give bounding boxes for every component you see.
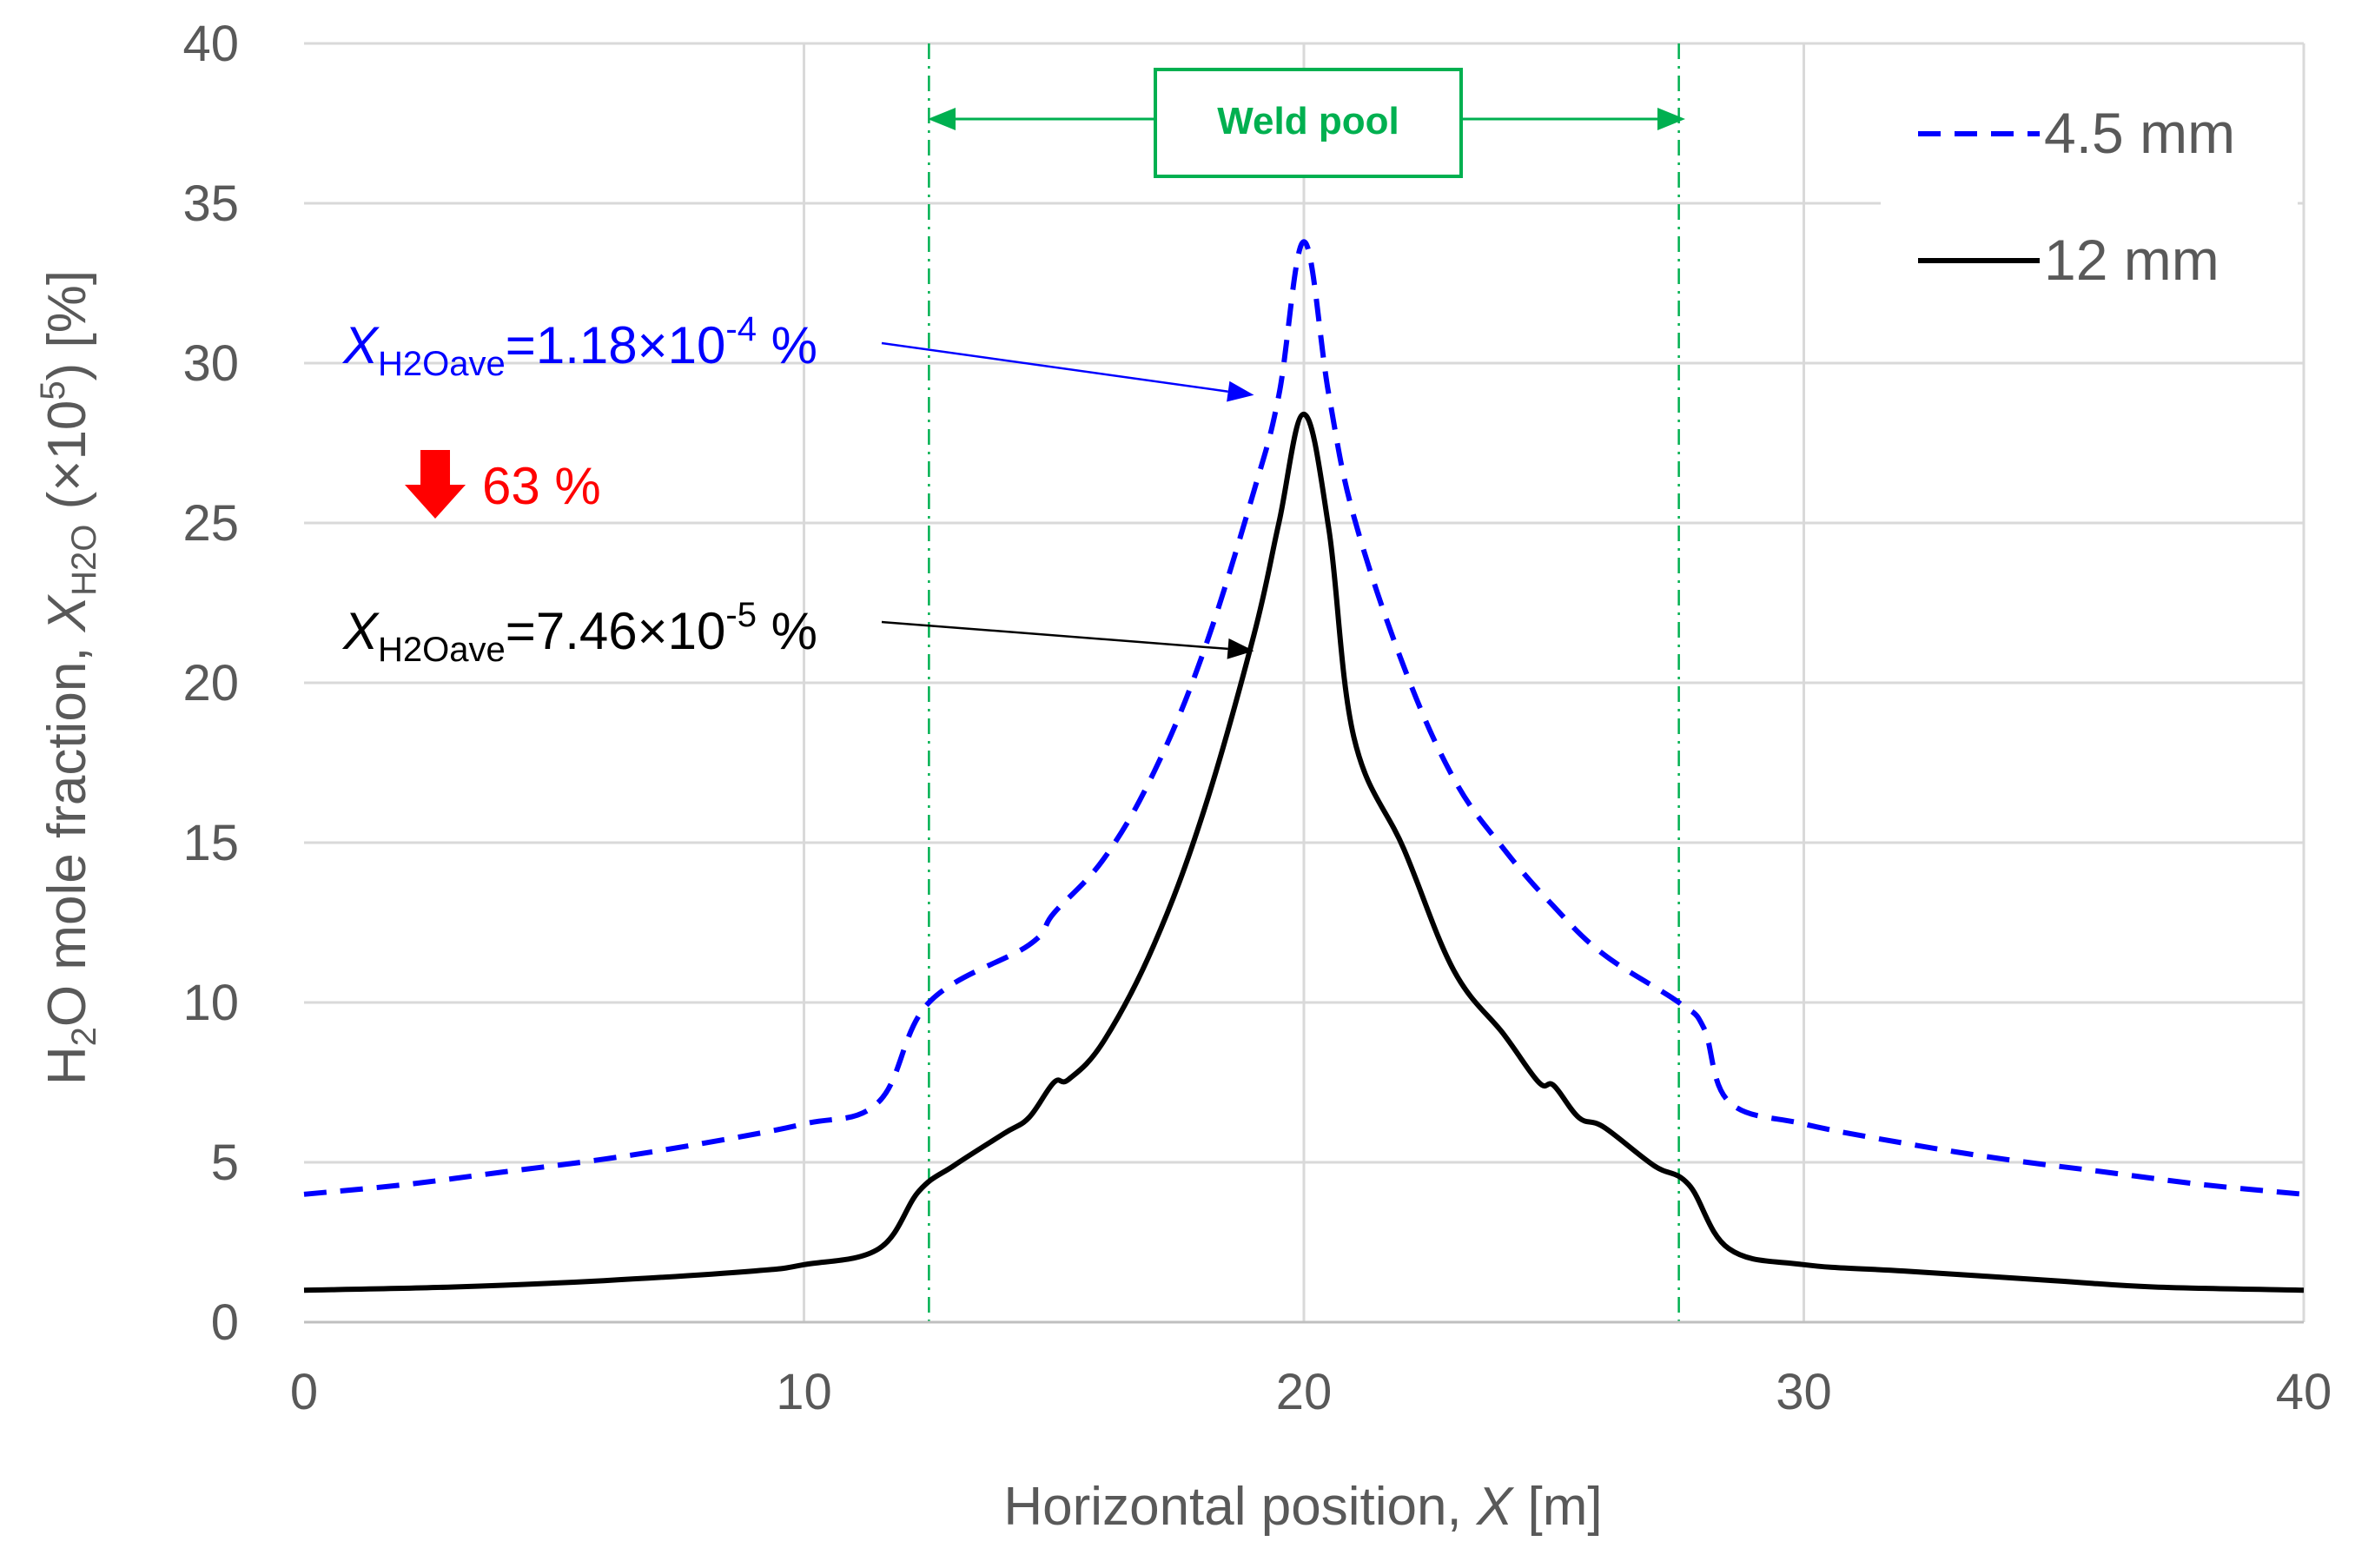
down-arrow-icon [405, 450, 466, 519]
annotation-12mm-arrowhead [1227, 638, 1254, 659]
weld-pool-box [1154, 68, 1463, 178]
y-tick-label: 30 [182, 335, 239, 392]
y-tick-label: 35 [182, 175, 239, 232]
legend: 4.5 mm 12 mm [1881, 71, 2298, 292]
legend-label-12mm: 12 mm [2044, 228, 2219, 292]
reduction-indicator: 63 % [405, 450, 601, 519]
y-tick-label: 20 [182, 655, 239, 711]
annotation-12mm: XH2Oave=7.46×10-5 % [341, 596, 817, 669]
series-line-12mm [303, 411, 2305, 1293]
series-line-4-5mm [303, 239, 2305, 1197]
y-tick-label: 10 [182, 975, 239, 1031]
y-tick-label: 0 [211, 1294, 239, 1351]
x-axis-title: Horizontal position, X [m] [1003, 1477, 1602, 1537]
y-tick-label: 5 [211, 1135, 239, 1191]
weld-pool-label: Weld pool [1217, 100, 1399, 142]
weld-pool-boundaries [928, 43, 1680, 1322]
x-tick-labels: 0 10 20 30 40 [290, 1364, 2332, 1420]
weld-pool-arrowhead-left [928, 108, 956, 130]
annotation-4-5mm-arrow [881, 341, 1228, 393]
x-tick-label: 0 [290, 1364, 318, 1420]
x-tick-label: 30 [1776, 1364, 1832, 1420]
weld-pool-arrowhead-right [1657, 108, 1685, 130]
weld-pool-marker: Weld pool [928, 68, 1685, 178]
y-tick-label: 40 [182, 16, 239, 72]
y-axis-title: H2O mole fraction, XH2O (×105) [%] [34, 270, 103, 1085]
y-tick-labels: 0 5 10 15 20 25 30 35 40 [182, 16, 239, 1351]
y-tick-label: 25 [182, 495, 239, 552]
annotation-12mm-arrow [881, 620, 1228, 651]
x-tick-label: 40 [2276, 1364, 2332, 1420]
x-tick-label: 10 [776, 1364, 832, 1420]
series-group [303, 239, 2305, 1293]
y-tick-label: 15 [182, 815, 239, 871]
reduction-label: 63 % [482, 457, 601, 515]
legend-label-4-5mm: 4.5 mm [2044, 101, 2235, 165]
annotation-4-5mm-arrowhead [1227, 380, 1254, 402]
annotation-4-5mm: XH2Oave=1.18×10-4 % [341, 310, 817, 383]
legend-background [1881, 71, 2298, 288]
x-tick-label: 20 [1276, 1364, 1333, 1420]
grid [304, 42, 2305, 1322]
